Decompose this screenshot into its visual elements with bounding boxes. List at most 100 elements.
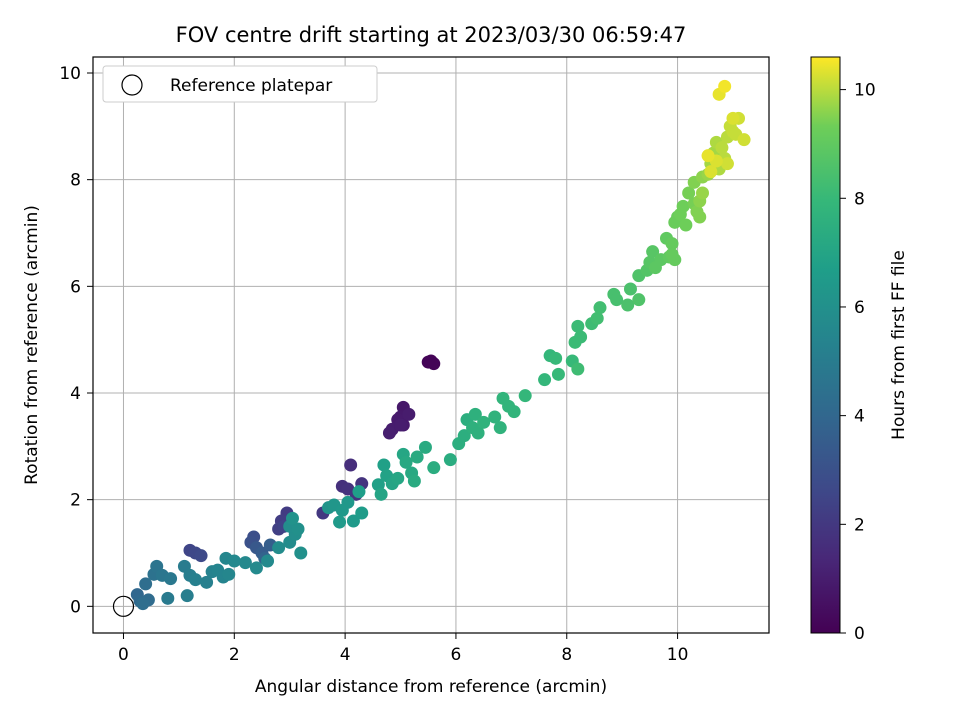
legend-box <box>102 65 378 103</box>
colorbar-ticks: 0 2 4 6 8 10 <box>840 81 876 644</box>
data-point <box>333 515 347 529</box>
data-point <box>285 511 299 525</box>
data-point <box>679 218 693 232</box>
data-point <box>399 455 413 469</box>
colorbar-label: Hours from first FF file <box>889 250 909 440</box>
x-tick-label: 6 <box>451 645 462 665</box>
data-point <box>136 597 150 611</box>
data-point <box>291 522 305 536</box>
y-axis-label: Rotation from reference (arcmin) <box>22 205 42 485</box>
data-point <box>718 79 732 93</box>
data-point <box>701 149 715 163</box>
data-point <box>222 567 236 581</box>
data-point <box>665 247 679 261</box>
x-axis-ticks: 0 2 4 6 8 10 <box>118 633 688 665</box>
legend-reference-marker <box>121 74 143 96</box>
data-point <box>418 440 432 454</box>
data-point <box>261 554 275 568</box>
data-point <box>518 389 532 403</box>
data-point <box>726 111 740 125</box>
x-tick-label: 2 <box>229 645 240 665</box>
data-point <box>468 407 482 421</box>
data-point <box>693 210 707 224</box>
data-point <box>488 410 502 424</box>
data-point <box>164 572 178 586</box>
colorbar-tick-label: 2 <box>854 515 865 535</box>
data-point <box>574 330 588 344</box>
data-point <box>665 237 679 251</box>
data-point <box>621 298 635 312</box>
x-tick-label: 4 <box>340 645 351 665</box>
data-point <box>715 141 729 155</box>
data-point <box>646 245 660 259</box>
colorbar-tick-label: 0 <box>854 624 865 644</box>
data-point <box>341 495 355 509</box>
data-point <box>249 561 263 575</box>
chart-title: FOV centre drift starting at 2023/03/30 … <box>176 23 687 47</box>
y-tick-label: 0 <box>70 597 81 617</box>
reference-marker-group <box>112 595 135 617</box>
data-point <box>346 514 360 528</box>
data-point <box>590 311 604 325</box>
colorbar-tick-label: 6 <box>854 298 865 318</box>
data-point <box>720 157 734 171</box>
x-tick-label: 0 <box>118 645 129 665</box>
x-tick-label: 8 <box>561 645 572 665</box>
data-point <box>696 186 710 200</box>
data-point <box>227 554 241 568</box>
data-point <box>676 199 690 213</box>
data-point <box>493 421 507 435</box>
data-point <box>161 591 175 605</box>
legend-reference-label: Reference platepar <box>170 76 332 96</box>
y-tick-label: 6 <box>70 277 81 297</box>
data-point <box>200 575 214 589</box>
data-point <box>571 362 585 376</box>
data-point <box>352 485 366 499</box>
data-point <box>457 429 471 443</box>
data-point <box>355 506 369 520</box>
data-point <box>538 373 552 387</box>
y-tick-label: 2 <box>70 491 81 511</box>
data-point <box>402 407 416 421</box>
data-point <box>623 282 637 296</box>
y-tick-label: 8 <box>70 171 81 191</box>
data-point <box>382 426 396 440</box>
data-point <box>139 577 153 591</box>
data-point <box>238 556 252 570</box>
data-point <box>632 293 646 307</box>
data-point <box>704 165 718 179</box>
data-points <box>130 79 751 611</box>
data-point <box>421 355 435 369</box>
data-point <box>737 133 751 147</box>
x-tick-label: 10 <box>667 645 689 665</box>
legend: Reference platepar <box>102 65 378 103</box>
data-point <box>410 450 424 464</box>
data-point <box>294 546 308 560</box>
data-point <box>374 487 388 501</box>
data-point <box>194 549 208 563</box>
colorbar <box>810 56 841 634</box>
data-point <box>471 426 485 440</box>
reference-platepar-marker <box>112 595 135 617</box>
data-point <box>427 461 441 475</box>
data-point <box>551 367 565 381</box>
colorbar-tick-label: 4 <box>854 407 865 427</box>
data-point <box>571 319 585 333</box>
data-point <box>272 541 286 555</box>
y-tick-label: 10 <box>59 64 81 84</box>
colorbar-tick-label: 10 <box>854 81 876 101</box>
data-point <box>507 405 521 419</box>
plot-frame <box>92 56 770 634</box>
x-axis-label: Angular distance from reference (arcmin) <box>255 677 607 697</box>
colorbar-tick-label: 8 <box>854 189 865 209</box>
data-point <box>377 458 391 472</box>
data-point <box>180 589 194 603</box>
data-point <box>610 293 624 307</box>
data-point <box>593 301 607 315</box>
data-point <box>443 453 457 467</box>
data-point <box>549 351 563 365</box>
data-point <box>407 474 421 488</box>
data-point <box>189 573 203 587</box>
data-point <box>394 418 408 432</box>
